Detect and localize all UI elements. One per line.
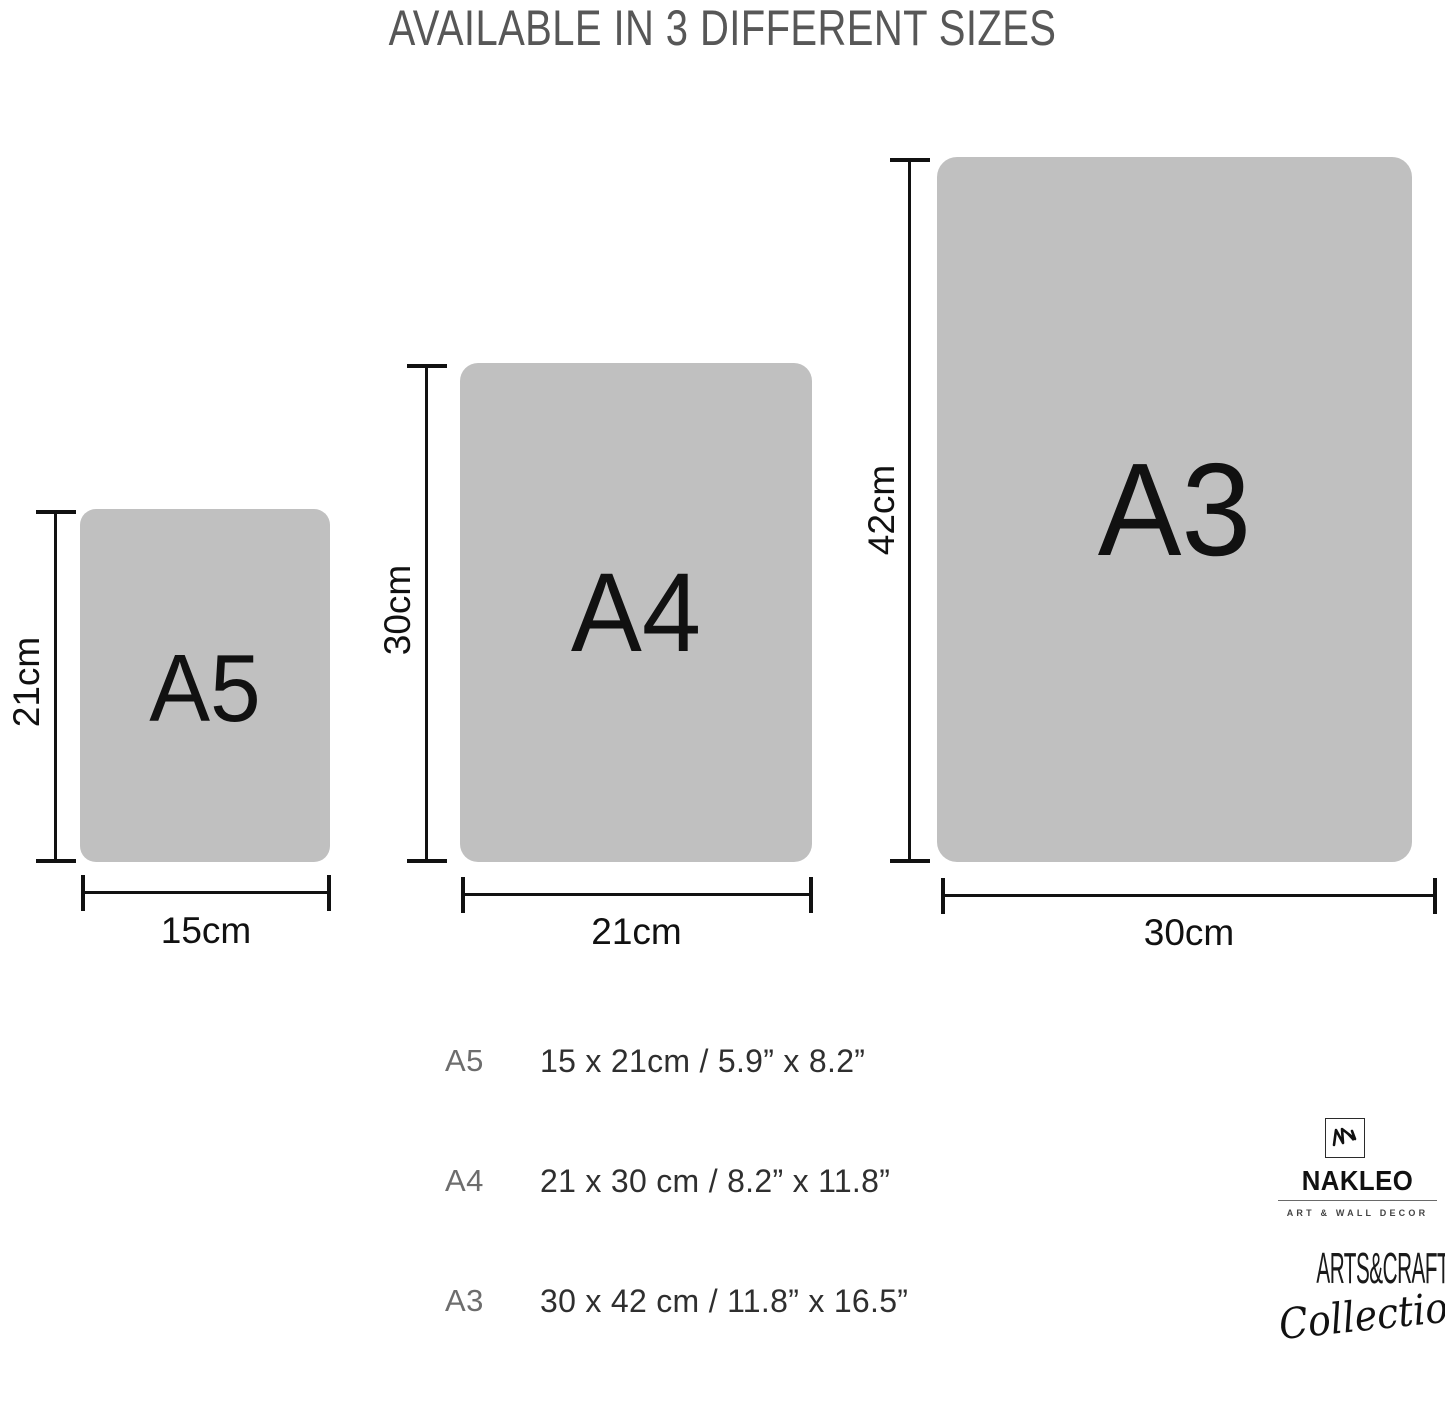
size-row-dimensions: 15 x 21cm / 5.9” x 8.2” bbox=[540, 1043, 866, 1079]
size-row-dimensions: 21 x 30 cm / 8.2” x 11.8” bbox=[540, 1163, 891, 1199]
a5-width-label: 15cm bbox=[160, 910, 252, 951]
paper-rect-a4: A4 bbox=[460, 363, 812, 862]
size-row-a4: A4 21 x 30 cm / 8.2” x 11.8” bbox=[445, 1162, 1045, 1282]
collection-script-label: Collection bbox=[1276, 1280, 1445, 1350]
a4-height-cap-bottom bbox=[407, 859, 447, 863]
paper-label-a5: A5 bbox=[149, 635, 261, 742]
a3-height-cap-bottom bbox=[890, 859, 930, 863]
paper-label-a4: A4 bbox=[570, 550, 702, 675]
a4-width-line bbox=[461, 893, 812, 896]
size-row-dimensions: 30 x 42 cm / 11.8” x 16.5” bbox=[540, 1283, 909, 1319]
a3-width-label: 30cm bbox=[1143, 912, 1235, 953]
size-row-a3: A3 30 x 42 cm / 11.8” x 16.5” bbox=[445, 1282, 1045, 1402]
a4-height-label: 30cm bbox=[377, 564, 418, 656]
brand-block: NAKLEO ART & WALL DECOR ARTS&CRAFTS Coll… bbox=[1270, 1118, 1445, 1353]
a3-width-line bbox=[941, 894, 1437, 897]
collection-wordmark: ARTS&CRAFTS bbox=[1316, 1244, 1445, 1293]
size-row-code: A5 bbox=[445, 1043, 484, 1078]
a5-height-line bbox=[54, 510, 57, 862]
a4-width-cap-right bbox=[809, 877, 813, 913]
size-chart-canvas: AVAILABLE IN 3 DIFFERENT SIZES 21cm A5 1… bbox=[6, 0, 1445, 1353]
a5-height-label: 21cm bbox=[6, 636, 47, 728]
a3-height-line bbox=[908, 158, 911, 862]
a5-width-cap-right bbox=[327, 875, 331, 911]
size-row-a5: A5 15 x 21cm / 5.9” x 8.2” bbox=[445, 1042, 1045, 1162]
nakleo-brush-mark-icon bbox=[1325, 1118, 1365, 1158]
a3-height-label: 42cm bbox=[861, 464, 902, 556]
size-row-code: A4 bbox=[445, 1163, 484, 1198]
size-list: A5 15 x 21cm / 5.9” x 8.2” A4 21 x 30 cm… bbox=[445, 1042, 1045, 1402]
brand-divider bbox=[1278, 1200, 1437, 1201]
brand-tagline: ART & WALL DECOR bbox=[1286, 1208, 1429, 1218]
a5-width-line bbox=[81, 891, 331, 894]
a3-width-cap-right bbox=[1433, 878, 1437, 914]
paper-rect-a3: A3 bbox=[937, 157, 1412, 862]
size-row-code: A3 bbox=[445, 1283, 484, 1318]
a4-width-label: 21cm bbox=[591, 911, 682, 952]
a4-height-line bbox=[425, 364, 428, 862]
page-title: AVAILABLE IN 3 DIFFERENT SIZES bbox=[388, 0, 1057, 56]
paper-label-a3: A3 bbox=[1097, 436, 1252, 583]
paper-rect-a5: A5 bbox=[80, 509, 330, 862]
brand-name: NAKLEO bbox=[1301, 1165, 1414, 1196]
a5-height-cap-bottom bbox=[36, 859, 76, 863]
